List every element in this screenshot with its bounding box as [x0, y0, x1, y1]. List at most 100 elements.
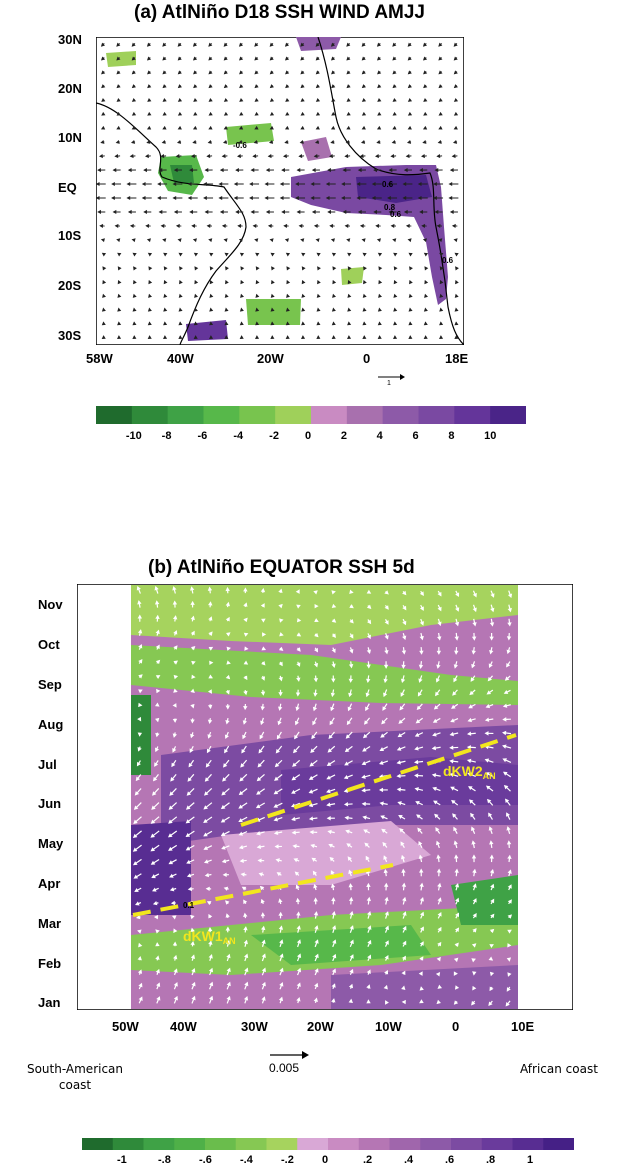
- wind-vector-head: [117, 266, 122, 271]
- wind-vector-head: [485, 772, 490, 777]
- wind-vector-head: [401, 868, 406, 873]
- wind-vector-head: [221, 154, 226, 159]
- wind-vector-head: [507, 929, 512, 934]
- wind-vector-head: [240, 872, 245, 877]
- wind-vector-head: [137, 629, 143, 634]
- wind-vector-head: [419, 168, 423, 173]
- african-coast-caption: African coast: [520, 1062, 598, 1076]
- wind-vector-head: [503, 771, 508, 776]
- wind-vector-head: [332, 939, 337, 944]
- wind-vector-head: [453, 56, 458, 61]
- wind-vector-head: [453, 70, 458, 75]
- wind-vector-head: [258, 872, 264, 877]
- wind-vector-head: [292, 748, 298, 754]
- wind-vector-head: [301, 279, 306, 285]
- wind-vector-head: [238, 139, 243, 144]
- wind-vector-head: [278, 911, 283, 916]
- wind-vector-head: [366, 604, 372, 610]
- colorbar-label: 10: [484, 430, 497, 442]
- wind-vector-head: [189, 209, 194, 215]
- panel-a-colorbar: [96, 406, 526, 424]
- wind-vector-head: [203, 832, 208, 837]
- wind-vector-head: [506, 812, 510, 817]
- wind-vector-head: [393, 266, 398, 271]
- wind-vector-head: [325, 195, 330, 201]
- wind-vector-head: [393, 307, 398, 312]
- wind-vector-head: [365, 692, 370, 698]
- wind-vector-head: [153, 914, 159, 920]
- negative-ssh-south-east: [341, 267, 364, 285]
- wind-vector-head: [173, 995, 178, 1001]
- wind-vector-head: [131, 70, 136, 75]
- wind-vector-head: [449, 209, 454, 215]
- wind-vector-head: [223, 84, 228, 89]
- wind-vector-head: [208, 940, 213, 945]
- wind-vector-head: [273, 817, 279, 822]
- wind-vector-head: [431, 745, 437, 751]
- wind-vector-head: [143, 209, 148, 215]
- wind-vector-head: [325, 181, 330, 187]
- wind-vector-head: [377, 70, 382, 75]
- wind-vector-head: [347, 279, 352, 285]
- wind-vector-head: [204, 777, 210, 782]
- wind-vector-head: [178, 335, 183, 339]
- wind-vector-head: [398, 719, 403, 724]
- wind-vector-head: [204, 168, 209, 173]
- wind-vector-head: [453, 957, 459, 963]
- wind-vector-head: [191, 995, 196, 1001]
- wind-vector-head: [453, 826, 458, 832]
- wind-vector-head: [387, 181, 391, 187]
- wind-vector-head: [348, 983, 354, 989]
- wind-vector-head: [193, 56, 198, 61]
- wind-vector-head: [293, 858, 299, 863]
- wind-vector-head: [384, 590, 389, 595]
- wind-vector-head: [265, 168, 270, 173]
- colorbar-label: .8: [486, 1154, 496, 1166]
- wind-vector-head: [225, 913, 230, 918]
- wind-vector-head: [381, 719, 386, 725]
- wind-vector-head: [308, 775, 314, 780]
- wind-vector-head: [326, 816, 331, 821]
- wind-vector-head: [295, 589, 300, 594]
- negative-ssh-feb-core: [251, 925, 431, 965]
- colorbar-swatch: [346, 406, 384, 424]
- colorbar-label: -.4: [240, 1154, 253, 1166]
- wind-vector-head: [278, 603, 283, 609]
- wind-vector-head: [191, 154, 195, 159]
- wind-vector-head: [361, 42, 366, 47]
- panel-a-map: -0.6 0.6 0.8 0.6 0.6: [96, 37, 464, 345]
- wind-vector-head: [489, 971, 495, 977]
- wind-vector-head: [225, 926, 230, 931]
- wind-vector-head: [405, 154, 410, 159]
- positive-ssh-core-jun: [281, 757, 518, 815]
- wind-vector-head: [471, 943, 477, 948]
- wind-vector-head: [434, 813, 439, 819]
- wind-vector-head: [241, 748, 246, 754]
- wind-vector-head: [432, 732, 437, 737]
- wind-vector-head: [222, 777, 227, 782]
- wind-vector-head: [270, 335, 275, 339]
- wind-vector-head: [291, 830, 296, 835]
- wind-vector-head: [224, 252, 229, 257]
- wind-vector-head: [135, 776, 140, 782]
- wind-vector-head: [278, 925, 284, 930]
- wind-vector-head: [117, 321, 122, 326]
- wind-vector-head: [378, 266, 383, 271]
- wind-vector-head: [177, 111, 183, 116]
- wind-vector-head: [101, 321, 106, 326]
- wind-vector-head: [209, 279, 214, 285]
- wind-vector-head: [437, 591, 442, 597]
- colorbar-label: .2: [363, 1154, 373, 1166]
- wind-vector-head: [451, 154, 456, 159]
- wind-vector-head: [278, 646, 284, 651]
- wind-vector-head: [225, 266, 229, 271]
- wind-vector-head: [298, 154, 303, 159]
- wind-vector-head: [152, 901, 158, 906]
- wind-vector-head: [366, 882, 371, 887]
- wind-vector-head: [399, 705, 404, 711]
- wind-vector-head: [345, 734, 351, 739]
- wind-vector-head: [347, 321, 352, 326]
- wind-vector-head: [434, 168, 439, 173]
- wind-vector-head: [330, 692, 336, 698]
- wind-vector-head: [250, 209, 255, 215]
